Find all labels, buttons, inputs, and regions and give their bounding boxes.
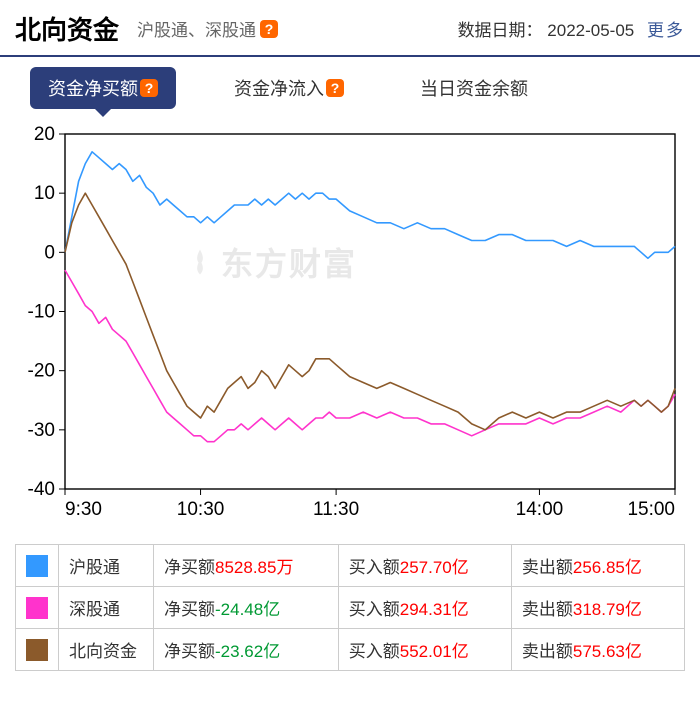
metric-value: 552.01亿: [400, 642, 469, 661]
series-line: [65, 152, 675, 258]
help-icon[interactable]: ?: [140, 79, 158, 97]
date-label: 数据日期：: [458, 21, 543, 40]
metric-label: 净买额: [164, 642, 215, 661]
tab-label: 资金净买额: [48, 75, 138, 101]
tab-label: 当日资金余额: [420, 75, 528, 101]
chart-svg: -40 -30 -20 -10 0 10 20 9:30 10:30 11:30 14:00 15:0…: [15, 119, 685, 529]
legend-table: 沪股通净买额8528.85万买入额257.70亿卖出额256.85亿深股通净买额…: [15, 544, 685, 671]
metric-label: 卖出额: [522, 642, 573, 661]
header: 北向资金 沪股通、深股通 ? 数据日期： 2022-05-05 更多: [0, 0, 700, 55]
metric-value: 256.85亿: [573, 558, 642, 577]
metric-value: 575.63亿: [573, 642, 642, 661]
metric-value: 8528.85万: [215, 558, 293, 577]
metric-value: 294.31亿: [400, 600, 469, 619]
svg-text:14:00: 14:00: [516, 499, 564, 520]
svg-text:10: 10: [34, 183, 55, 204]
date-area: 数据日期： 2022-05-05 更多: [458, 16, 685, 41]
metric-label: 卖出额: [522, 600, 573, 619]
metric-label: 卖出额: [522, 558, 573, 577]
tab[interactable]: 资金净流入?: [216, 67, 362, 109]
metric-label: 买入额: [349, 558, 400, 577]
chart-area: 东方财富 -40-30-20-10010209:3010:3011:3014:0…: [0, 119, 700, 529]
svg-text:11:30: 11:30: [313, 499, 359, 520]
header-divider: [0, 55, 700, 57]
metric-label: 净买额: [164, 558, 215, 577]
metric-label: 净买额: [164, 600, 215, 619]
color-swatch: [26, 597, 48, 619]
legend-row: 深股通 净买额-24.48亿 买入额294.31亿 卖出额318.79亿: [16, 587, 685, 629]
tab[interactable]: 当日资金余额: [402, 67, 546, 109]
series-name: 北向资金: [69, 642, 137, 661]
color-swatch: [26, 555, 48, 577]
page-title: 北向资金: [15, 10, 119, 47]
date-value: 2022-05-05: [547, 21, 634, 40]
series-name: 沪股通: [69, 558, 120, 577]
subtitle: 沪股通、深股通 ?: [137, 16, 458, 41]
series-line: [65, 270, 675, 442]
color-swatch: [26, 639, 48, 661]
series-name: 深股通: [69, 600, 120, 619]
metric-label: 买入额: [349, 642, 400, 661]
metric-value: -24.48亿: [215, 600, 280, 619]
metric-value: -23.62亿: [215, 642, 280, 661]
legend-row: 北向资金 净买额-23.62亿 买入额552.01亿 卖出额575.63亿: [16, 629, 685, 671]
tab[interactable]: 资金净买额?: [30, 67, 176, 109]
svg-text:20: 20: [34, 124, 55, 145]
metric-label: 买入额: [349, 600, 400, 619]
more-link[interactable]: 更多: [647, 21, 685, 40]
svg-text:-30: -30: [28, 420, 55, 441]
help-icon[interactable]: ?: [326, 79, 344, 97]
svg-text:-20: -20: [28, 361, 55, 382]
metric-value: 257.70亿: [400, 558, 469, 577]
help-icon[interactable]: ?: [260, 20, 278, 38]
svg-text:10:30: 10:30: [177, 499, 225, 520]
svg-text:9:30: 9:30: [65, 499, 102, 520]
svg-text:-40: -40: [28, 479, 55, 500]
svg-text:-10: -10: [28, 302, 55, 323]
legend-row: 沪股通 净买额8528.85万 买入额257.70亿 卖出额256.85亿: [16, 545, 685, 587]
svg-text:0: 0: [44, 242, 55, 263]
tabs: 资金净买额?资金净流入?当日资金余额: [0, 67, 700, 109]
subtitle-text: 沪股通、深股通: [137, 16, 256, 41]
tab-label: 资金净流入: [234, 75, 324, 101]
svg-text:15:00: 15:00: [627, 499, 675, 520]
metric-value: 318.79亿: [573, 600, 642, 619]
